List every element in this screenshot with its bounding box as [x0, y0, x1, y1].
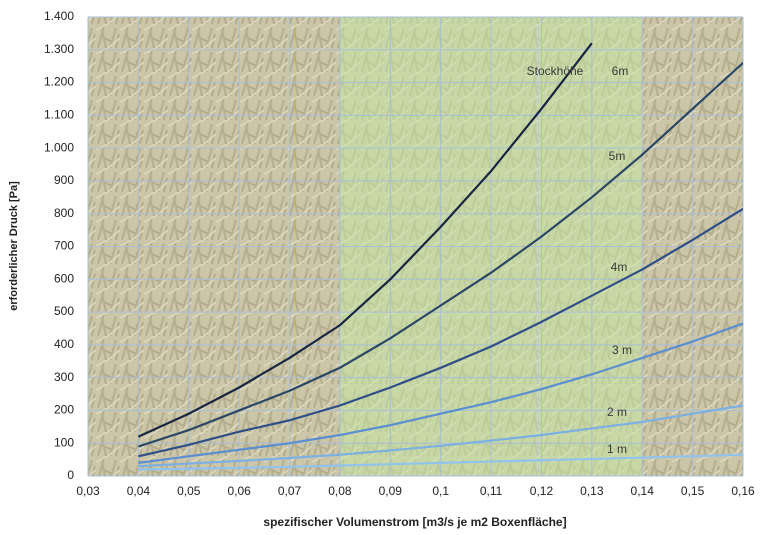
- x-tick-label: 0,08: [328, 484, 352, 498]
- x-tick-label: 0,16: [731, 484, 755, 498]
- y-tick-label: 1.000: [44, 140, 74, 154]
- annotation: Stockhöhe: [527, 64, 584, 78]
- y-tick-label: 400: [54, 337, 74, 351]
- x-tick-label: 0,07: [278, 484, 302, 498]
- x-tick-label: 0,11: [480, 484, 503, 498]
- lines: [137, 42, 743, 471]
- y-tick-label: 100: [54, 435, 74, 449]
- series-label: 4m: [611, 260, 628, 274]
- x-tick-label: 0,12: [530, 484, 554, 498]
- y-tick-label: 700: [54, 239, 74, 253]
- y-tick-label: 900: [54, 173, 74, 187]
- series-label: 5m: [609, 149, 626, 163]
- series-line: [138, 453, 743, 471]
- y-tick-label: 500: [54, 304, 74, 318]
- y-tick-label: 0: [67, 468, 74, 482]
- series-line: [137, 42, 593, 438]
- series-label: 6m: [612, 64, 629, 78]
- series-line: [138, 322, 743, 464]
- grid: [87, 16, 744, 477]
- y-tick-label: 800: [54, 206, 74, 220]
- series-line: [138, 62, 743, 448]
- series-label: 2 m: [607, 405, 627, 419]
- x-tick-label: 0,1: [432, 484, 449, 498]
- y-tick-label: 1.100: [44, 108, 74, 122]
- x-tick-label: 0,09: [379, 484, 403, 498]
- x-tick-label: 0,05: [177, 484, 201, 498]
- series-label: 1 m: [607, 442, 627, 456]
- x-tick-label: 0,04: [127, 484, 151, 498]
- series-label: 3 m: [612, 343, 632, 357]
- y-tick-label: 600: [54, 271, 74, 285]
- y-tick-label: 1.200: [44, 75, 74, 89]
- x-tick-label: 0,14: [631, 484, 655, 498]
- y-tick-label: 200: [54, 403, 74, 417]
- x-tick-label: 0,06: [227, 484, 251, 498]
- series-line: [138, 207, 743, 458]
- x-tick-label: 0,03: [76, 484, 100, 498]
- y-axis-title: erforderlicher Druck [Pa]: [8, 181, 20, 311]
- y-tick-label: 1.400: [44, 9, 74, 23]
- series-line: [138, 404, 743, 468]
- y-tick-label: 300: [54, 370, 74, 384]
- x-axis-title: spezifischer Volumenstrom [m3/s je m2 Bo…: [263, 515, 566, 529]
- y-tick-label: 1.300: [44, 42, 74, 56]
- x-tick-label: 0,13: [580, 484, 604, 498]
- x-tick-label: 0,15: [681, 484, 705, 498]
